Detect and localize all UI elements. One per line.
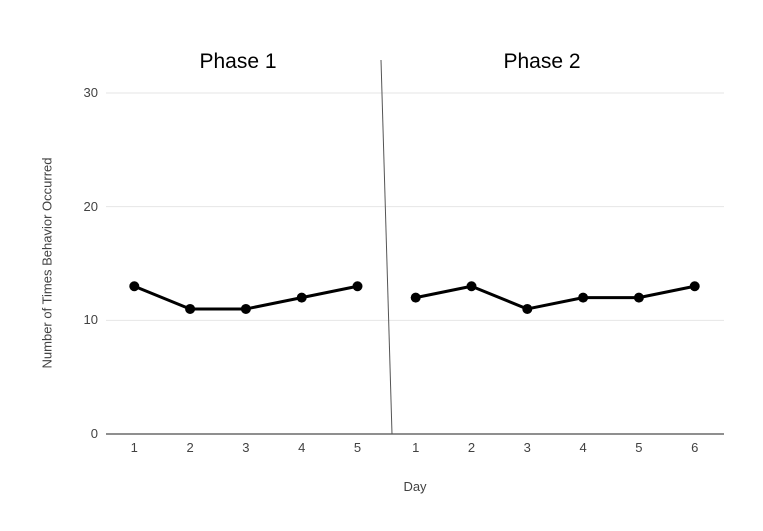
series-line-phase-2 — [414, 284, 697, 311]
data-point — [352, 281, 363, 292]
x-axis-title: Day — [403, 479, 427, 494]
x-tick-label: 1 — [412, 440, 420, 455]
data-point — [466, 281, 477, 292]
phase-2-title: Phase 2 — [503, 50, 581, 73]
data-point — [689, 281, 700, 292]
data-point — [129, 281, 140, 292]
y-tick-label: 0 — [90, 426, 98, 441]
x-tick-label: 5 — [353, 440, 362, 455]
y-tick-label: 10 — [83, 312, 98, 328]
x-tick-label: 4 — [579, 440, 587, 455]
data-point — [240, 303, 251, 314]
phase-1-title: Phase 1 — [199, 50, 277, 73]
x-tick-label: 6 — [691, 440, 699, 455]
x-tick-label: 3 — [523, 440, 531, 455]
x-tick-label: 3 — [242, 440, 250, 455]
x-tick-label: 2 — [186, 440, 194, 455]
y-tick-label: 30 — [83, 84, 98, 100]
data-point — [296, 292, 307, 303]
data-point — [578, 292, 589, 303]
x-tick-label: 4 — [298, 440, 306, 455]
data-point — [410, 292, 421, 303]
y-axis-title: Number of Times Behavior Occurred — [39, 157, 55, 369]
x-tick-label: 2 — [467, 440, 476, 455]
y-tick-label: 20 — [83, 198, 98, 214]
data-point — [185, 303, 196, 314]
x-tick-label: 5 — [635, 440, 643, 455]
data-point — [522, 303, 533, 314]
phase-divider-line — [380, 59, 393, 435]
x-tick-label: 1 — [130, 440, 138, 455]
data-point — [633, 292, 644, 303]
